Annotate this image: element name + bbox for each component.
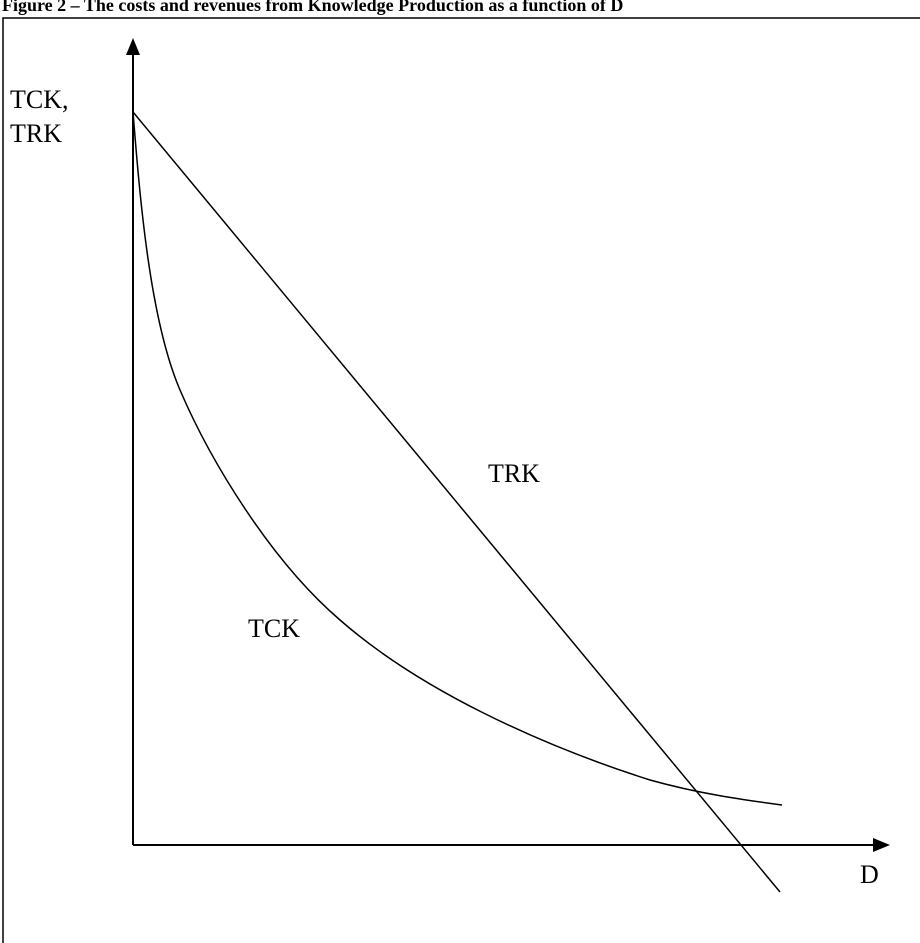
x-axis-label: D: [860, 860, 879, 889]
y-axis-label: TRK: [10, 119, 62, 148]
frame: [2, 17, 920, 943]
y-axis-label: TCK,: [10, 85, 69, 114]
curve-label: TCK: [248, 614, 300, 643]
y-axis-arrow: [126, 38, 140, 55]
trk-line: [132, 111, 781, 893]
x-axis-arrow: [873, 838, 890, 852]
curve-label: TRK: [488, 459, 540, 488]
tck-curve: [132, 111, 783, 806]
figure-title: Figure 2 – The costs and revenues from K…: [2, 0, 623, 15]
